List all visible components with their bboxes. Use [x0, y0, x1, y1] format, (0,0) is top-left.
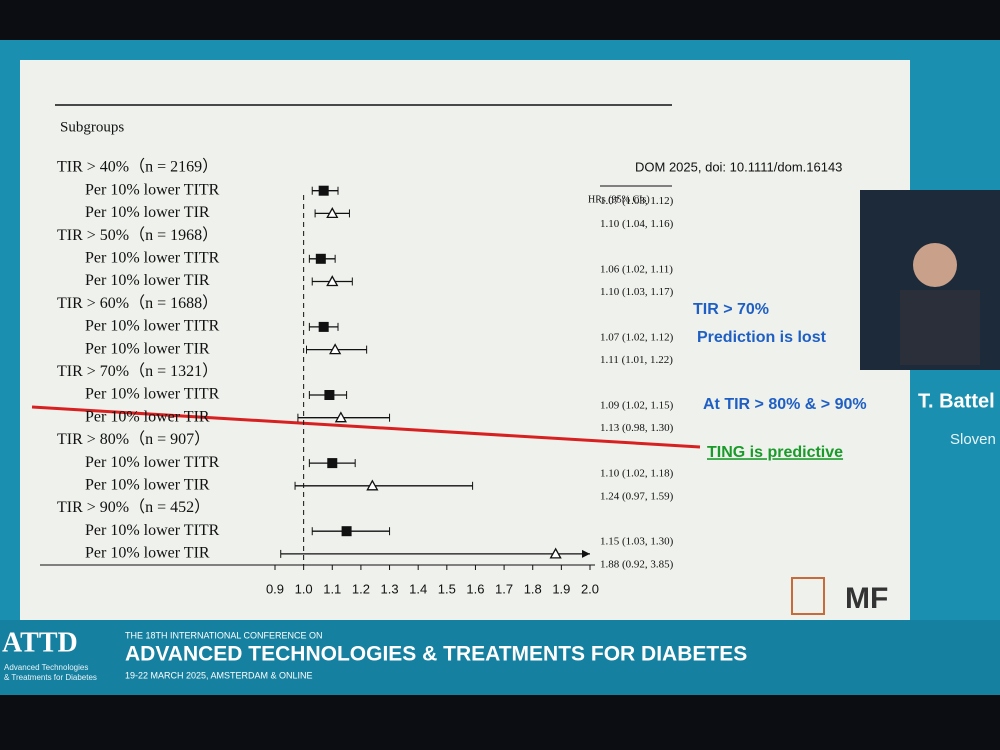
row-label: Per 10% lower TIR	[85, 545, 210, 562]
value-label: 1.06 (1.02, 1.11)	[600, 263, 673, 275]
value-label: 1.15 (1.03, 1.30)	[600, 536, 674, 548]
banner-logo-sub: & Treatments for Diabetes	[4, 673, 97, 682]
group-label: TIR > 70%（n = 1321）	[57, 362, 218, 380]
banner-logo: ATTD	[2, 627, 78, 658]
group-label: TIR > 50%（n = 1968）	[57, 226, 218, 244]
x-tick-label: 1.9	[552, 581, 570, 596]
point	[366, 479, 379, 491]
row-label: Per 10% lower TITR	[85, 386, 220, 403]
point	[326, 275, 339, 287]
value-label: 1.10 (1.02, 1.18)	[600, 468, 674, 480]
x-tick-label: 1.3	[381, 581, 399, 596]
point	[549, 547, 562, 559]
speaker-head	[913, 243, 957, 287]
value-label: 1.13 (0.98, 1.30)	[600, 422, 674, 434]
value-label: 1.10 (1.03, 1.17)	[600, 286, 674, 298]
x-tick-label: 1.6	[466, 581, 484, 596]
row-label: Per 10% lower TITR	[85, 318, 220, 335]
value-label: 1.09 (1.02, 1.15)	[600, 400, 674, 412]
group-label: TIR > 40%（n = 2169）	[57, 158, 218, 176]
banner-title: ADVANCED TECHNOLOGIES & TREATMENTS FOR D…	[125, 643, 747, 666]
x-tick-label: 1.5	[438, 581, 456, 596]
citation: DOM 2025, doi: 10.1111/dom.16143	[635, 159, 842, 174]
point	[341, 526, 352, 537]
highlight-line	[31, 405, 701, 449]
banner-dates: 19-22 MARCH 2025, AMSTERDAM & ONLINE	[125, 670, 313, 680]
x-tick-label: 1.4	[409, 581, 427, 596]
row-label: Per 10% lower TITR	[85, 181, 220, 198]
point	[315, 253, 326, 264]
row-label: Per 10% lower TIR	[85, 204, 210, 221]
value-label: 1.88 (0.92, 3.85)	[600, 558, 674, 570]
speaker-body	[900, 290, 980, 365]
point	[318, 321, 329, 332]
banner-logo-sub: Advanced Technologies	[4, 663, 88, 672]
group-label: TIR > 80%（n = 907）	[57, 430, 210, 448]
point	[327, 458, 338, 469]
value-label: 1.24 (0.97, 1.59)	[600, 490, 674, 502]
logo-icon	[791, 577, 825, 615]
x-tick-label: 2.0	[581, 581, 599, 596]
point	[324, 390, 335, 400]
annotation: TIR > 70%	[693, 301, 769, 318]
banner-line: THE 18TH INTERNATIONAL CONFERENCE ON	[125, 630, 323, 640]
annotation: TING is predictive	[707, 444, 843, 461]
point	[326, 207, 339, 219]
group-label: TIR > 60%（n = 1688）	[57, 294, 218, 312]
value-label: 1.11 (1.01, 1.22)	[600, 354, 673, 366]
point	[329, 343, 342, 355]
value-header: HRs (95% CIs)	[588, 194, 650, 205]
slide-logo: MF	[845, 582, 888, 615]
row-label: Per 10% lower TITR	[85, 522, 220, 539]
point	[318, 185, 329, 196]
row-label: Per 10% lower TIR	[85, 272, 210, 289]
annotation: At TIR > 80% & > 90%	[703, 396, 867, 413]
row-label: Per 10% lower TITR	[85, 454, 220, 471]
x-tick-label: 1.2	[352, 581, 370, 596]
row-label: Per 10% lower TIR	[85, 476, 210, 493]
x-tick-label: 1.1	[323, 581, 341, 596]
row-label: Per 10% lower TITR	[85, 249, 220, 266]
ci-arrow	[582, 549, 590, 558]
annotation: Prediction is lost	[697, 329, 827, 346]
row-label: Per 10% lower TIR	[85, 340, 210, 357]
x-tick-label: 0.9	[266, 581, 284, 596]
value-label: 1.10 (1.04, 1.16)	[600, 218, 674, 230]
speaker-country: Sloven	[950, 431, 996, 448]
x-tick-label: 1.7	[495, 581, 513, 596]
x-tick-label: 1.0	[295, 581, 313, 596]
row-label: Per 10% lower TIR	[85, 408, 210, 425]
x-tick-label: 1.8	[524, 581, 542, 596]
column-header: Subgroups	[60, 119, 124, 135]
group-label: TIR > 90%（n = 452）	[57, 498, 210, 516]
slide	[20, 60, 910, 620]
point	[334, 411, 347, 423]
value-label: 1.07 (1.03, 1.12)	[600, 195, 674, 207]
banner	[0, 620, 1000, 695]
speaker-name: T. Battel	[918, 390, 995, 412]
value-label: 1.07 (1.02, 1.12)	[600, 331, 674, 343]
